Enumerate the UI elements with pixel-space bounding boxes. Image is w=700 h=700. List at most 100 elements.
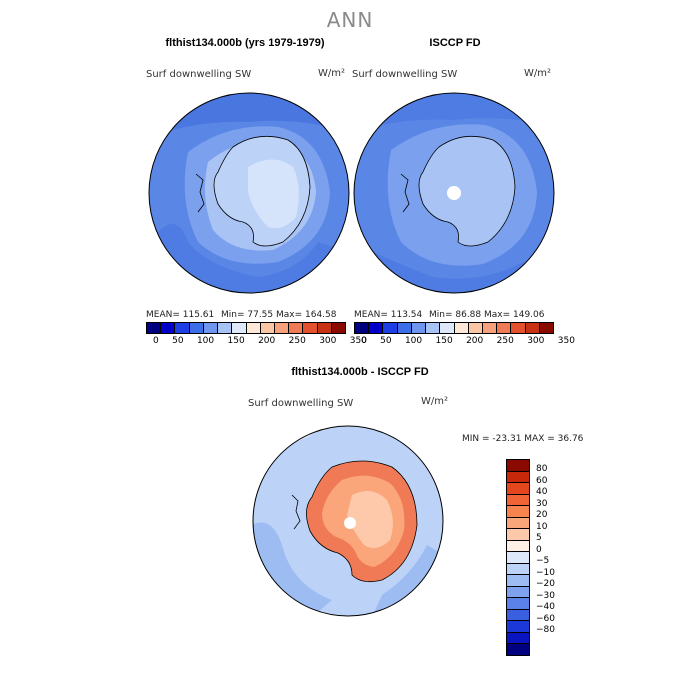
colorbar-swatch — [331, 323, 346, 333]
colorbar-tick-label: 250 — [288, 336, 306, 346]
panel-2-polar-map — [353, 92, 555, 294]
colorbar-tick-label: 50 — [172, 336, 184, 346]
panel-2-heading: ISCCP FD — [429, 37, 481, 49]
panel-1-colorbar — [146, 322, 346, 334]
colorbar-swatch — [397, 323, 412, 333]
colorbar-tick-label: 100 — [404, 336, 423, 346]
colorbar-level-label: −80 — [536, 625, 555, 635]
colorbar-swatch — [246, 323, 261, 333]
panel-1-max: Max= 164.58 — [276, 310, 337, 320]
colorbar-swatch — [507, 632, 529, 644]
colorbar-swatch — [507, 540, 529, 552]
panel-1-units: W/m² — [318, 68, 346, 79]
colorbar-swatch — [507, 598, 529, 610]
panel-2-colorbar — [354, 322, 554, 334]
colorbar-level-label: 20 — [536, 510, 548, 520]
colorbar-swatch — [454, 323, 469, 333]
colorbar-tick-label: 250 — [496, 336, 514, 346]
panel-1-colorbar-ticks: 0 50 100 150 200 250 300 350 — [153, 336, 367, 346]
colorbar-swatch — [497, 323, 512, 333]
colorbar-swatch — [507, 621, 529, 633]
colorbar-level-label: 60 — [536, 475, 548, 486]
colorbar-swatch — [507, 575, 529, 587]
colorbar-swatch — [218, 323, 233, 333]
panel-3-units: W/m² — [421, 396, 449, 407]
colorbar-level-label: −10 — [536, 567, 555, 578]
colorbar-tick-label: 0 — [361, 336, 367, 346]
panel-1-mean: MEAN= 115.61 — [146, 310, 215, 320]
colorbar-level-label: 0 — [536, 544, 542, 555]
colorbar-swatch — [317, 323, 332, 333]
colorbar-swatch — [507, 529, 529, 541]
colorbar-swatch — [147, 323, 162, 333]
colorbar-level-label: 10 — [536, 521, 548, 532]
colorbar-swatch — [175, 323, 190, 333]
colorbar-swatch — [411, 323, 427, 333]
colorbar-swatch — [203, 323, 219, 333]
colorbar-swatch — [507, 506, 529, 518]
colorbar-level-label: −60 — [536, 613, 555, 624]
colorbar-swatch — [507, 586, 529, 598]
colorbar-swatch — [232, 323, 247, 333]
colorbar-swatch — [511, 323, 526, 333]
colorbar-swatch — [440, 323, 455, 333]
colorbar-tick-label: 0 — [153, 336, 159, 346]
colorbar-swatch — [369, 323, 384, 333]
colorbar-level-label: 30 — [536, 498, 548, 509]
panel-2-min: Min= 86.88 — [429, 310, 482, 320]
panel-2-mean: MEAN= 113.54 — [354, 310, 423, 320]
colorbar-tick-label: 200 — [466, 336, 484, 346]
panel-1-heading: flthist134.000b (yrs 1979-1979) — [165, 37, 325, 49]
colorbar-swatch — [507, 552, 529, 564]
panel-3-colorbar — [506, 459, 530, 656]
colorbar-level-label: 5 — [536, 533, 542, 543]
colorbar-swatch — [274, 323, 290, 333]
panel-2-max: Max= 149.06 — [484, 310, 545, 320]
colorbar-level-label: −5 — [536, 556, 550, 566]
colorbar-swatch — [507, 483, 529, 495]
colorbar-tick-label: 350 — [557, 336, 575, 346]
panel-2-units: W/m² — [524, 68, 552, 79]
colorbar-swatch — [507, 517, 529, 529]
panel-1-field-label: Surf downwelling SW — [146, 69, 252, 80]
colorbar-swatch — [260, 323, 275, 333]
colorbar-level-label: 40 — [536, 487, 548, 497]
colorbar-level-label: −20 — [536, 579, 555, 589]
colorbar-tick-label: 150 — [435, 336, 453, 346]
panel-3-colorbar-labels: 80 60 40 30 20 10 5 0 −5 −10 −20 −30 −40 −60 −80 — [536, 464, 555, 637]
colorbar-level-label: −30 — [536, 590, 555, 601]
colorbar-swatch — [355, 323, 370, 333]
colorbar-swatch — [507, 563, 529, 575]
colorbar-swatch — [161, 323, 176, 333]
panel-3-minmax: MIN = -23.31 MAX = 36.76 — [462, 434, 584, 444]
colorbar-swatch — [383, 323, 398, 333]
colorbar-swatch — [482, 323, 498, 333]
colorbar-swatch — [507, 609, 529, 621]
colorbar-tick-label: 300 — [527, 336, 545, 346]
colorbar-swatch — [189, 323, 204, 333]
colorbar-swatch — [289, 323, 304, 333]
colorbar-tick-label: 50 — [380, 336, 392, 346]
colorbar-swatch — [525, 323, 540, 333]
colorbar-swatch — [507, 494, 529, 506]
colorbar-swatch — [507, 460, 529, 472]
colorbar-tick-label: 100 — [196, 336, 215, 346]
colorbar-swatch — [539, 323, 554, 333]
colorbar-tick-label: 300 — [319, 336, 337, 346]
colorbar-tick-label: 350 — [349, 336, 367, 346]
panel-1-polar-map — [148, 92, 350, 294]
colorbar-tick-label: 200 — [258, 336, 276, 346]
colorbar-tick-label: 150 — [227, 336, 245, 346]
colorbar-swatch — [507, 471, 529, 483]
colorbar-swatch — [507, 644, 529, 655]
panel-1-min: Min= 77.55 — [221, 310, 274, 320]
panel-2-colorbar-ticks: 0 50 100 150 200 250 300 350 — [361, 336, 575, 346]
colorbar-swatch — [426, 323, 441, 333]
colorbar-swatch — [468, 323, 483, 333]
panel-3-field-label: Surf downwelling SW — [248, 398, 354, 409]
panel-3-heading: flthist134.000b - ISCCP FD — [291, 366, 429, 378]
figure-title: ANN — [326, 8, 374, 32]
panel-3-difference-map — [252, 425, 444, 617]
panel-2-field-label: Surf downwelling SW — [352, 69, 458, 80]
colorbar-swatch — [303, 323, 318, 333]
